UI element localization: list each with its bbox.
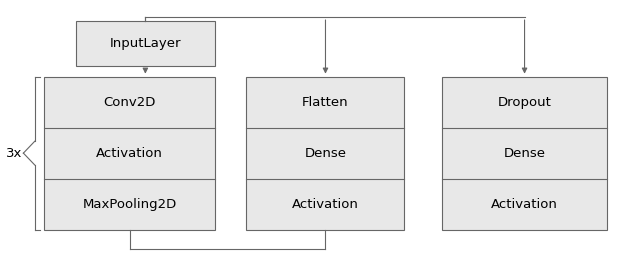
Text: 3x: 3x bbox=[6, 147, 22, 160]
Text: Conv2D: Conv2D bbox=[104, 96, 155, 109]
Text: MaxPooling2D: MaxPooling2D bbox=[82, 198, 177, 211]
Text: Activation: Activation bbox=[292, 198, 359, 211]
FancyBboxPatch shape bbox=[246, 77, 404, 230]
FancyBboxPatch shape bbox=[76, 21, 215, 66]
Text: Activation: Activation bbox=[491, 198, 558, 211]
Text: Flatten: Flatten bbox=[302, 96, 349, 109]
Text: Dense: Dense bbox=[305, 147, 346, 160]
Text: Activation: Activation bbox=[96, 147, 163, 160]
FancyBboxPatch shape bbox=[442, 77, 607, 230]
Text: InputLayer: InputLayer bbox=[109, 37, 181, 50]
Text: Dropout: Dropout bbox=[497, 96, 552, 109]
Text: Dense: Dense bbox=[504, 147, 545, 160]
FancyBboxPatch shape bbox=[44, 77, 215, 230]
